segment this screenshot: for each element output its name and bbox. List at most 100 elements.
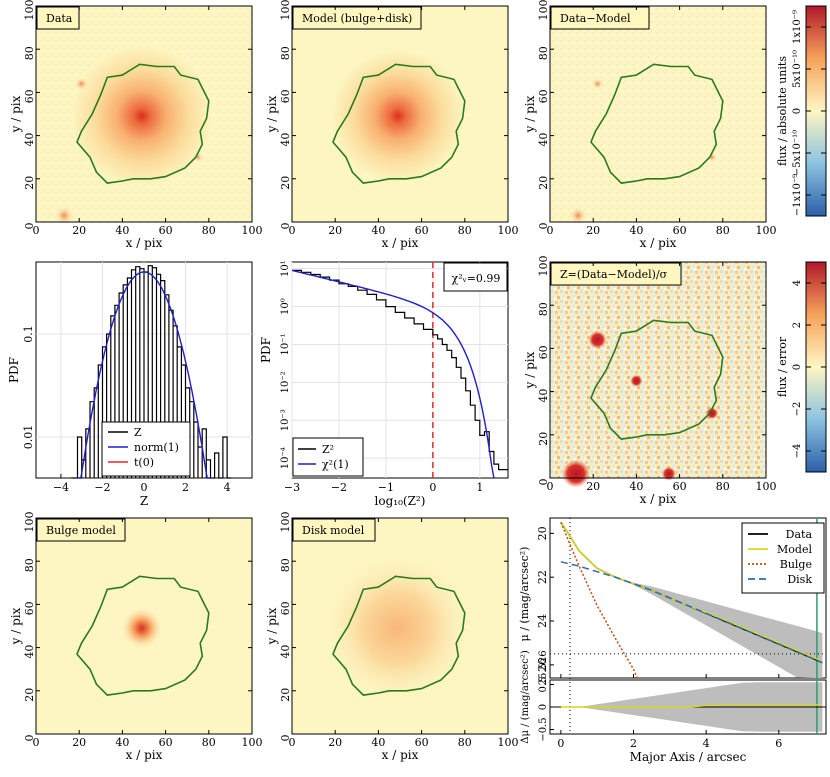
y-tick-label: 100 <box>279 512 292 533</box>
x-tick-label: −3 <box>284 481 300 494</box>
legend-entry: χ²(1) <box>322 458 349 471</box>
image-panel-residual: Data−Model 00 20 20 40 40 60 60 80 80 100 100 x / pi… <box>523 0 777 250</box>
colorbar-tick-label: 4 <box>792 280 803 286</box>
x-tick-label: 100 <box>756 480 777 493</box>
panel-label-box <box>550 262 682 286</box>
x-tick-label: 20 <box>328 736 342 749</box>
x-tick-label: 100 <box>242 736 263 749</box>
y-axis-label: y / pix <box>523 351 537 389</box>
y-tick-label: 24 <box>536 614 549 628</box>
legend-entry: Bulge <box>780 558 812 571</box>
colorbar-tick-label: 1x10⁻⁹ <box>792 10 803 44</box>
x-tick-label: 80 <box>458 736 472 749</box>
y-tick-label: 20 <box>537 432 550 446</box>
x-tick-label: 100 <box>756 224 777 237</box>
legend-entry: t(0) <box>134 456 154 469</box>
source-spot <box>54 205 75 226</box>
panel-frame <box>35 5 253 223</box>
x-axis-label: x / pix <box>640 492 677 506</box>
source-spot <box>74 76 89 91</box>
y-tick-label: 10⁻² <box>280 371 291 393</box>
source-spot <box>588 330 607 349</box>
panel-label: Disk model <box>302 524 365 537</box>
y-axis-label: y / pix <box>9 95 23 133</box>
x-tick-label: 20 <box>328 224 342 237</box>
galaxy-light <box>120 606 164 650</box>
z2-step-histogram <box>292 269 508 471</box>
x-tick-label: 80 <box>202 736 216 749</box>
y-axis-label: y / pix <box>523 95 537 133</box>
y-tick-label: 20 <box>279 176 292 190</box>
x-tick-label: 0 <box>33 224 40 237</box>
x-tick-label: 40 <box>371 736 385 749</box>
y-tick-label: 0 <box>537 223 550 230</box>
y-tick-label: 40 <box>537 389 550 403</box>
x-tick-label: 4 <box>224 481 231 494</box>
legend-box <box>292 437 364 477</box>
panel-noise <box>550 262 766 478</box>
x-tick-label: 100 <box>242 224 263 237</box>
segmentation-contour <box>332 63 466 184</box>
y-tick-label: 80 <box>23 46 36 60</box>
segmentation-contour <box>76 63 210 184</box>
panel-label: Model (bulge+disk) <box>302 12 412 25</box>
chi2-curve <box>291 269 495 479</box>
x-axis-label: Z <box>140 494 148 508</box>
x-axis-label: x / pix <box>126 236 163 250</box>
y-tick-label: 20 <box>536 526 549 540</box>
panel-label: Data−Model <box>560 12 631 25</box>
x-tick-label: 0 <box>141 481 148 494</box>
panel-label: Data <box>46 12 73 25</box>
source-spot <box>661 466 676 481</box>
source-spot <box>561 459 590 488</box>
x-tick-label: 0 <box>557 737 564 750</box>
y-tick-label: 0 <box>279 223 292 230</box>
x-tick-label: 80 <box>716 480 730 493</box>
x-tick-label: 6 <box>775 737 782 750</box>
residual-line <box>560 704 823 708</box>
colorbar-tick-label: −2 <box>792 402 803 417</box>
y-axis-label: PDF <box>7 357 21 383</box>
y-tick-label: 20 <box>279 688 292 702</box>
x-tick-label: 60 <box>159 736 173 749</box>
y-tick-label: 100 <box>23 0 36 21</box>
y-tick-label: 40 <box>537 133 550 147</box>
x-tick-label: 40 <box>371 224 385 237</box>
colorbar-tick-label: −5x10⁻¹⁰ <box>792 130 803 176</box>
x-tick-label: 40 <box>115 736 129 749</box>
y-axis-label-top: μ / (mag/arcsec²) <box>518 547 531 642</box>
source-spot <box>193 152 203 163</box>
y-tick-label: 80 <box>279 46 292 60</box>
y-axis-label: y / pix <box>265 95 279 133</box>
x-tick-label: −1 <box>378 481 394 494</box>
y-tick-label: 20 <box>537 176 550 190</box>
colorbar-tick-label: −1x10⁻⁹ <box>792 174 803 216</box>
y-tick-label: 0 <box>537 479 550 486</box>
source-spot <box>569 206 588 225</box>
galaxy-light <box>320 550 476 706</box>
x-tick-label: −4 <box>53 481 69 494</box>
annotation-box <box>443 262 508 292</box>
panel-label-box <box>292 6 422 30</box>
x-tick-label: 100 <box>498 224 519 237</box>
y-tick-label: 80 <box>537 46 550 60</box>
y-tick-label: 10⁻³ <box>280 409 291 431</box>
y-tick-label: 0.1 <box>22 325 35 343</box>
x-tick-label: 0 <box>33 736 40 749</box>
colorbar-label: flux / absolute units <box>776 56 789 166</box>
z-step-histogram <box>71 265 232 479</box>
colorbar-tick-label: 2 <box>792 322 803 328</box>
x-tick-label: 20 <box>72 736 86 749</box>
y-tick-label: 60 <box>23 89 36 103</box>
x-tick-label: 60 <box>673 480 687 493</box>
x-tick-label: 0 <box>547 480 554 493</box>
panel-label: Z=(Data−Model)/σ <box>560 268 668 281</box>
y-tick-label: 10⁰ <box>280 298 291 315</box>
y-tick-label: 80 <box>23 558 36 572</box>
y-tick-label: 60 <box>279 601 292 615</box>
image-panel-data: Data 00 20 20 40 40 60 60 80 80 100 100 x / pix y / p… <box>9 0 263 250</box>
image-panel-bulge: Bulge model 00 20 20 40 40 60 60 80 80 100 100 x / p… <box>9 512 263 763</box>
